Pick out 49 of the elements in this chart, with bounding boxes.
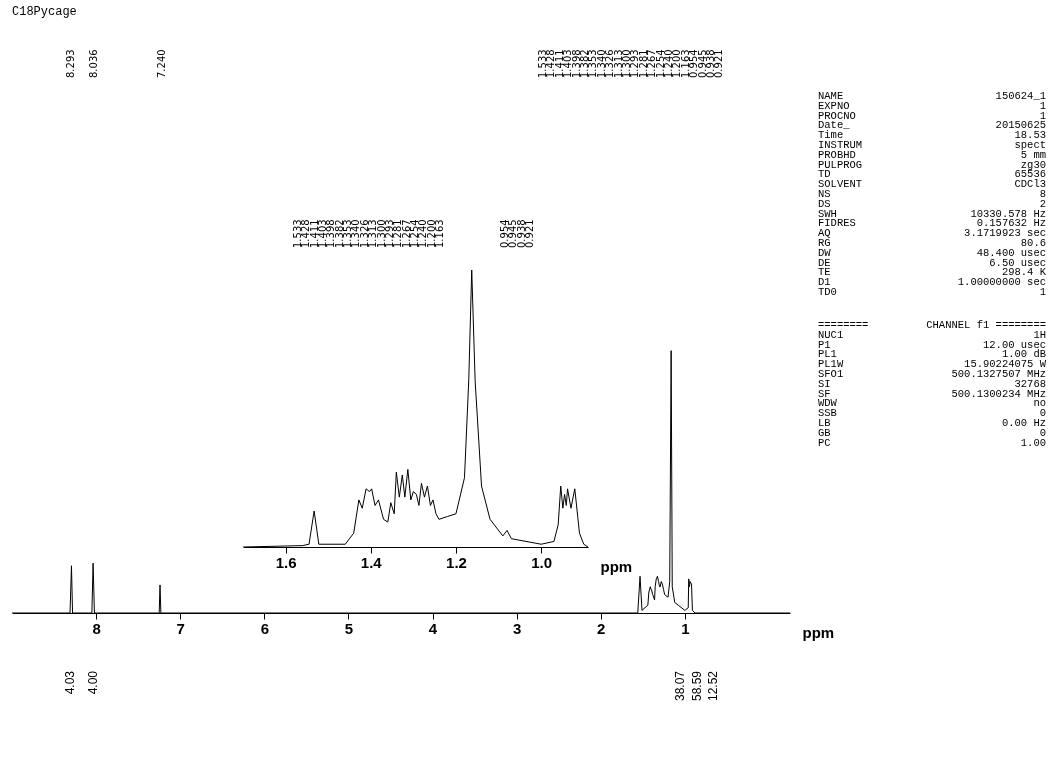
x-tick-label: 1	[681, 619, 690, 637]
text: SF 500.1300234 MHz	[818, 387, 1046, 400]
text: EXPNO 1	[818, 99, 1046, 112]
text: Date_ 20150625	[818, 119, 1046, 132]
x-tick-label: 1.0	[531, 553, 553, 571]
text: 1.382	[333, 219, 345, 248]
x-axis-title: ppm	[600, 557, 633, 575]
chart-title: C18Pycage	[12, 5, 77, 19]
text: 8.293	[65, 49, 76, 78]
text: PC 1.00	[818, 436, 1046, 449]
text: NAME 150624_1	[818, 90, 1046, 102]
text: 8.036	[88, 49, 99, 78]
x-tick-label: 7	[176, 619, 185, 637]
x-tick-label: 1.2	[446, 553, 467, 571]
text: PULPROG zg30	[818, 158, 1046, 171]
text: TE 298.4 K	[818, 266, 1046, 279]
text: 58.59	[689, 670, 704, 702]
text: NUC1 1H	[818, 328, 1046, 341]
x-tick-label: 8	[92, 619, 101, 637]
x-tick-label: 4	[428, 619, 438, 637]
text: 1.411	[308, 219, 320, 248]
text: ======== CHANNEL f1 ========	[818, 319, 1046, 331]
x-axis-title: ppm	[802, 623, 835, 641]
x-tick-label: 3	[512, 619, 522, 637]
text: PROCNO 1	[818, 109, 1046, 122]
text: SWH 10330.578 Hz	[818, 207, 1046, 220]
text: 4.00	[86, 670, 100, 695]
text: PL1 1.00 dB	[818, 348, 1046, 361]
text: WDW no	[818, 397, 1046, 410]
x-tick-label: 2	[597, 619, 606, 637]
text: GB 0	[818, 426, 1046, 439]
x-tick-label: 6	[260, 619, 269, 637]
text: 1.281	[637, 49, 649, 78]
text: 1.340	[595, 49, 607, 78]
x-tick-label: 1.4	[360, 553, 383, 571]
text: 1.163	[679, 49, 691, 78]
text: 12.52	[706, 670, 720, 702]
text: SI 32768	[818, 377, 1046, 390]
text: DW 48.400 usec	[818, 246, 1046, 259]
text: FIDRES 0.157632 Hz	[818, 217, 1046, 230]
text: DS 2	[818, 197, 1046, 210]
text: 7.240	[156, 49, 167, 78]
text: DE 6.50 usec	[818, 256, 1046, 269]
text: 1.411	[553, 49, 565, 78]
x-tick-label: 5	[344, 619, 354, 637]
x-tick-label: 1.6	[275, 553, 297, 571]
text: 38.07	[673, 670, 687, 702]
text: 1.326	[358, 219, 370, 248]
text: 4.03	[63, 670, 77, 695]
